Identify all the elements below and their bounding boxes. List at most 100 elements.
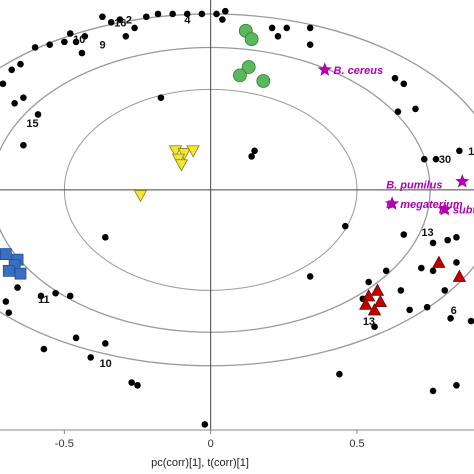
green-sample-point	[241, 60, 256, 74]
variable-point	[412, 105, 419, 113]
green-sample-point	[233, 68, 247, 83]
point-labels: 1624109151214131113610	[26, 15, 474, 370]
variable-point	[406, 306, 413, 314]
variable-point	[467, 317, 474, 325]
variable-point	[81, 32, 89, 40]
red-sample-point	[367, 303, 382, 316]
green-sample-point	[256, 74, 271, 88]
variable-point	[400, 80, 408, 88]
variable-point	[134, 382, 141, 389]
variable-point	[268, 24, 276, 32]
variable-point	[78, 49, 86, 57]
point-label: 2	[126, 15, 132, 27]
variable-point	[14, 284, 21, 291]
variable-point	[102, 340, 109, 347]
variable-point	[456, 147, 463, 155]
variable-point	[306, 273, 314, 280]
variable-point	[453, 234, 460, 241]
variable-point	[274, 32, 282, 40]
variable-point	[11, 100, 18, 107]
point-label: 6	[451, 305, 457, 317]
point-label: 10	[73, 34, 85, 46]
x-tick-label: 0	[208, 438, 214, 450]
variable-point	[46, 41, 54, 48]
species-label: B. megaterium	[386, 199, 463, 211]
species-star-marker	[384, 196, 400, 210]
variable-point	[213, 10, 220, 18]
blue-sample-point	[0, 248, 12, 260]
species-star-marker	[455, 174, 470, 188]
variable-point	[87, 354, 95, 361]
variable-point	[142, 13, 150, 21]
variable-point	[453, 259, 460, 266]
variable-point	[341, 222, 349, 230]
variable-point	[394, 108, 402, 115]
point-label: 12	[468, 146, 474, 158]
variable-point	[52, 289, 59, 297]
point-label: 16	[114, 17, 126, 29]
variable-point	[40, 345, 48, 353]
variable-point	[8, 66, 16, 74]
variable-point	[429, 239, 437, 247]
blue-sample-point	[14, 267, 27, 280]
variable-point	[66, 30, 74, 37]
x-tick-labels: -0.5 0 0.5	[55, 430, 365, 450]
species-label: B. cereus	[334, 65, 384, 77]
yellow-sample-point	[174, 159, 189, 172]
variable-point	[336, 370, 343, 378]
variable-point	[169, 10, 176, 18]
variable-point	[107, 19, 115, 26]
point-label: 11	[38, 294, 50, 306]
data-points	[0, 7, 474, 428]
variable-point	[420, 155, 428, 163]
variable-point	[0, 80, 7, 88]
variable-point	[423, 303, 431, 311]
variable-point	[102, 234, 109, 241]
red-sample-point	[359, 297, 373, 310]
variable-point	[283, 24, 291, 32]
point-label: 15	[26, 118, 38, 130]
variable-point	[248, 153, 255, 160]
variable-point	[382, 267, 390, 275]
variable-point	[37, 292, 45, 300]
variable-point	[447, 315, 454, 322]
variable-point	[429, 387, 437, 395]
x-axis-label: pc(corr)[1], t(corr)[1]	[151, 457, 249, 469]
x-tick-label: 0.5	[349, 438, 364, 450]
point-label: 9	[99, 40, 105, 52]
variable-point	[154, 10, 162, 18]
species-label: B. pumilus	[386, 179, 442, 191]
variable-point	[418, 264, 425, 272]
variable-point	[72, 334, 80, 342]
variable-point	[397, 287, 405, 294]
red-sample-point	[452, 269, 467, 282]
species-label: B. subtilis	[439, 204, 474, 216]
variable-point	[131, 24, 138, 32]
variable-point	[432, 155, 440, 163]
variable-point	[306, 41, 314, 48]
variable-point	[444, 236, 451, 244]
variable-point	[365, 278, 372, 286]
variable-point	[2, 298, 10, 305]
variable-point	[219, 16, 226, 23]
blue-sample-point	[2, 264, 15, 277]
point-label: 13	[421, 227, 433, 239]
variable-point	[72, 38, 80, 46]
point-label: 10	[99, 358, 111, 370]
variable-point	[157, 94, 165, 102]
variable-point	[34, 111, 42, 118]
axes	[0, 0, 474, 431]
variable-point	[17, 60, 24, 68]
variable-point	[61, 38, 68, 46]
red-sample-point	[373, 294, 388, 307]
variable-point	[371, 323, 378, 330]
variable-point	[116, 16, 124, 23]
red-sample-point	[370, 283, 385, 296]
red-sample-point	[432, 255, 446, 268]
variable-point	[400, 231, 408, 238]
variable-point	[128, 379, 135, 386]
variable-point	[221, 7, 229, 15]
species-star-marker	[317, 62, 332, 76]
